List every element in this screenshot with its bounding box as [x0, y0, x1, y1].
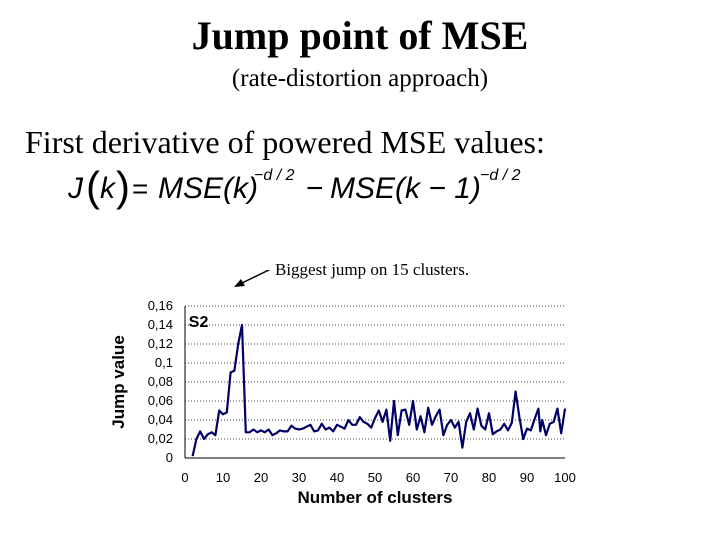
formula-term1: MSE(k) [158, 172, 258, 205]
x-tick-label: 80 [482, 470, 496, 485]
x-tick-label: 70 [444, 470, 458, 485]
slide-subheading: First derivative of powered MSE values: [25, 124, 545, 160]
y-tick-label: 0,12 [148, 336, 173, 351]
formula-equals: = [132, 173, 148, 204]
x-tick-label: 10 [216, 470, 230, 485]
slide-title: Jump point of MSE [191, 13, 529, 58]
annotation-arrowhead [234, 279, 245, 287]
x-tick-label: 50 [368, 470, 382, 485]
x-tick-label: 100 [554, 470, 576, 485]
formula-open-paren: ( [86, 163, 100, 210]
series-label: S2 [189, 314, 209, 331]
y-tick-label: 0,1 [155, 355, 173, 370]
x-axis-title: Number of clusters [298, 488, 453, 507]
x-tick-label: 60 [406, 470, 420, 485]
x-tick-label: 40 [330, 470, 344, 485]
y-tick-label: 0,02 [148, 431, 173, 446]
formula-term2: MSE(k − 1) [330, 172, 481, 205]
jump-value-chart: 0 0,02 0,04 0,06 0,08 0,1 0,12 0,14 0,16 0 10 20 30 4… [109, 270, 576, 507]
annotation-arrow [239, 270, 271, 285]
formula-exp1: −d / 2 [254, 167, 295, 184]
y-axis-title: Jump value [109, 335, 128, 429]
y-tick-label: 0 [166, 450, 173, 465]
x-tick-label: 0 [181, 470, 188, 485]
formula: J ( k ) = MSE(k) −d / 2 − MSE(k − 1) −d … [68, 163, 521, 210]
y-tick-label: 0,06 [148, 393, 173, 408]
x-tick-label: 30 [292, 470, 306, 485]
y-tick-label: 0,08 [148, 374, 173, 389]
formula-arg: k [100, 172, 117, 205]
series-line-s2 [191, 323, 567, 457]
x-tick-label: 90 [520, 470, 534, 485]
slide-subtitle: (rate-distortion approach) [231, 65, 489, 92]
y-tick-label: 0,04 [148, 412, 173, 427]
y-tick-label: 0,14 [148, 317, 173, 332]
chart-annotation: Biggest jump on 15 clusters. [275, 260, 470, 279]
x-tick-label: 20 [254, 470, 268, 485]
formula-exp2: −d / 2 [480, 167, 521, 184]
y-tick-label: 0,16 [148, 298, 173, 313]
formula-minus: − [306, 172, 324, 205]
formula-close-paren: ) [116, 163, 130, 210]
formula-fn: J [68, 172, 84, 205]
